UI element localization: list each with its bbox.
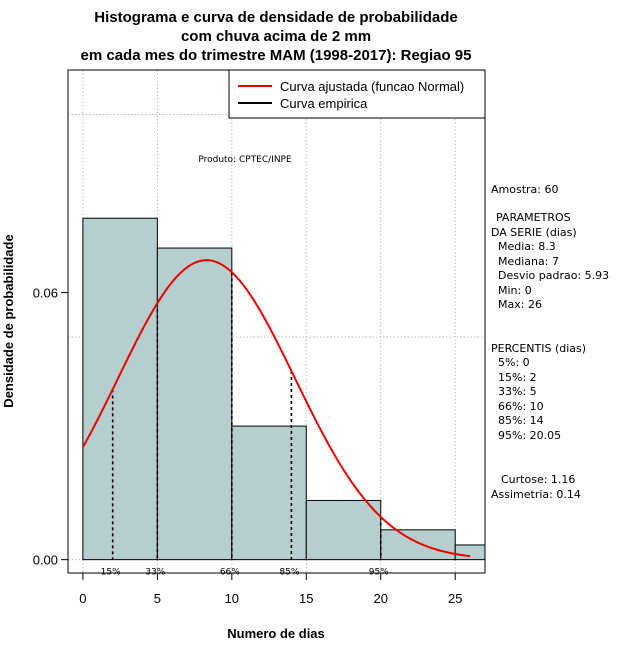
percentil-95: 95%: 20.05 (498, 429, 561, 442)
y-tick-label: 0.00 (33, 553, 58, 568)
histogram-bars (82, 217, 486, 561)
normal-curve-group (82, 259, 471, 558)
chart-title-line-1: Histograma e curva de densidade de proba… (94, 9, 457, 26)
y-tick-label: 0.06 (33, 286, 58, 301)
normal-curve-line (82, 259, 471, 558)
histogram-bar (454, 544, 486, 561)
sample-size: Amostra: 60 (491, 183, 558, 196)
stat-curtose: Curtose: 1.16 (501, 473, 575, 486)
histogram-bar (231, 425, 307, 561)
stat-min: Min: 0 (498, 284, 532, 297)
x-tick-label: 0 (79, 591, 86, 606)
x-tick-label: 20 (374, 591, 388, 606)
percentil-33: 33%: 5 (498, 385, 537, 398)
histogram-bar (156, 247, 233, 561)
percentil-5: 5%: 0 (498, 356, 530, 369)
credit-label: Produto: CPTEC/INPE (198, 155, 292, 165)
legend: Curva ajustada (funcao Normal) Curva emp… (228, 69, 486, 119)
statistics-panel: Amostra: 60 PARAMETROS DA SERIE (dias) M… (491, 183, 609, 501)
legend-label-empirical: Curva empirica (280, 96, 368, 111)
histogram-bar (305, 499, 382, 561)
x-axis: 0 5 10 15 20 25 (79, 572, 462, 606)
histogram-bar (380, 529, 456, 561)
stat-assimetria: Assimetria: 0.14 (491, 488, 581, 501)
percentil-66: 66%: 10 (498, 400, 544, 413)
stat-media: Media: 8.3 (498, 240, 556, 253)
chart-title-line-3: em cada mes do trimestre MAM (1998-2017)… (81, 47, 472, 64)
legend-box (228, 69, 486, 119)
legend-label-fitted: Curva ajustada (funcao Normal) (280, 79, 464, 94)
chart-title-line-2: com chuva acima de 2 mm (181, 28, 371, 45)
histogram-bar (82, 217, 158, 561)
x-tick-label: 15 (299, 591, 313, 606)
params-title: PARAMETROS (496, 211, 571, 224)
y-axis: 0.00 0.06 (33, 286, 69, 568)
x-tick-label: 10 (225, 591, 239, 606)
x-axis-title: Numero de dias (227, 626, 325, 641)
percentis-title: PERCENTIS (dias) (491, 342, 586, 355)
x-tick-label: 25 (448, 591, 462, 606)
stat-desvio: Desvio padrao: 5.93 (498, 269, 609, 282)
y-axis-title: Densidade de probabilidade (1, 234, 16, 407)
params-subtitle: DA SERIE (dias) (491, 226, 577, 239)
x-tick-label: 5 (154, 591, 161, 606)
percentil-85: 85%: 14 (498, 414, 544, 427)
percentil-15: 15%: 2 (498, 371, 537, 384)
stat-max: Max: 26 (498, 298, 542, 311)
stat-mediana: Mediana: 7 (498, 255, 559, 268)
